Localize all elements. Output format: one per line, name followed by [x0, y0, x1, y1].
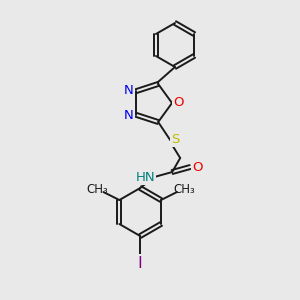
Text: CH₃: CH₃: [173, 182, 195, 196]
Text: CH₃: CH₃: [86, 182, 108, 196]
Text: N: N: [124, 109, 134, 122]
Text: N: N: [124, 84, 134, 97]
Text: O: O: [192, 160, 202, 173]
Text: I: I: [138, 256, 142, 271]
Text: HN: HN: [135, 170, 155, 184]
Text: S: S: [171, 133, 179, 146]
Text: O: O: [174, 97, 184, 110]
